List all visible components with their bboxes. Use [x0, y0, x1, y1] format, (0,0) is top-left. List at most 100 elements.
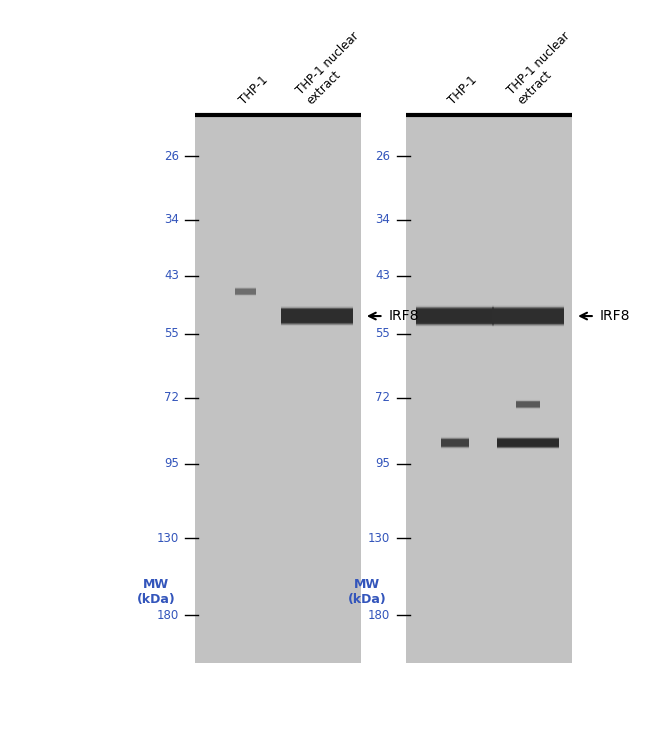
- Bar: [441, 437, 469, 448]
- Bar: [492, 310, 564, 322]
- Bar: [416, 308, 494, 325]
- Bar: [416, 308, 494, 325]
- Bar: [492, 307, 564, 325]
- Bar: [441, 438, 469, 448]
- Bar: [281, 306, 353, 326]
- Bar: [516, 402, 540, 408]
- Bar: [516, 400, 540, 408]
- Bar: [516, 399, 540, 409]
- Bar: [281, 310, 353, 322]
- Bar: [416, 310, 494, 322]
- Bar: [416, 310, 494, 322]
- Bar: [492, 306, 564, 326]
- Bar: [516, 400, 540, 409]
- Bar: [492, 310, 564, 322]
- Bar: [416, 305, 494, 328]
- Bar: [497, 436, 559, 450]
- Bar: [516, 402, 540, 408]
- Bar: [441, 437, 469, 448]
- Bar: [235, 289, 256, 294]
- Text: 34: 34: [375, 213, 390, 226]
- Bar: [416, 310, 494, 322]
- Bar: [416, 309, 494, 323]
- Bar: [497, 436, 559, 449]
- Text: 95: 95: [164, 457, 179, 471]
- Bar: [441, 439, 469, 448]
- Bar: [497, 439, 559, 447]
- Bar: [281, 308, 353, 324]
- Text: 43: 43: [164, 269, 179, 282]
- Bar: [441, 438, 469, 448]
- Bar: [281, 308, 353, 325]
- Bar: [492, 308, 564, 325]
- Bar: [516, 401, 540, 408]
- Text: 55: 55: [164, 328, 179, 340]
- Text: (kDa): (kDa): [348, 593, 387, 606]
- Bar: [235, 288, 256, 294]
- Bar: [516, 401, 540, 408]
- Text: THP-1 nuclear
extract: THP-1 nuclear extract: [294, 29, 372, 107]
- Bar: [416, 307, 494, 325]
- Bar: [516, 402, 540, 407]
- Text: 34: 34: [164, 213, 179, 226]
- Bar: [492, 310, 564, 322]
- Bar: [497, 436, 559, 449]
- Bar: [492, 309, 564, 323]
- Bar: [516, 402, 540, 408]
- Text: (kDa): (kDa): [136, 593, 176, 606]
- Bar: [441, 436, 469, 449]
- Bar: [281, 311, 353, 322]
- Bar: [281, 309, 353, 324]
- Bar: [492, 305, 564, 327]
- Bar: [492, 305, 564, 328]
- Bar: [441, 436, 469, 450]
- Bar: [497, 438, 559, 448]
- Bar: [441, 439, 469, 447]
- Text: 72: 72: [164, 391, 179, 405]
- Bar: [416, 308, 494, 324]
- Bar: [235, 288, 256, 296]
- Bar: [235, 288, 256, 295]
- Bar: [516, 400, 540, 409]
- Bar: [497, 439, 559, 447]
- Bar: [497, 439, 559, 447]
- Bar: [235, 286, 256, 296]
- Bar: [516, 401, 540, 408]
- Bar: [235, 287, 256, 296]
- Bar: [235, 287, 256, 296]
- Bar: [516, 399, 540, 410]
- Bar: [441, 436, 469, 449]
- Bar: [235, 288, 256, 295]
- Bar: [441, 439, 469, 447]
- Bar: [516, 400, 540, 409]
- Text: IRF8: IRF8: [600, 309, 630, 323]
- Bar: [492, 306, 564, 326]
- Text: THP-1: THP-1: [446, 74, 480, 107]
- Bar: [516, 399, 540, 410]
- Text: MW: MW: [143, 578, 169, 591]
- Bar: [497, 439, 559, 446]
- Text: 95: 95: [375, 457, 390, 471]
- Text: 26: 26: [164, 150, 179, 162]
- Bar: [441, 439, 469, 446]
- Bar: [416, 309, 494, 323]
- Bar: [195, 115, 361, 663]
- Bar: [281, 310, 353, 323]
- Bar: [441, 439, 469, 447]
- Bar: [497, 437, 559, 448]
- Bar: [281, 308, 353, 325]
- Text: 26: 26: [375, 150, 390, 162]
- Text: MW: MW: [354, 578, 380, 591]
- Bar: [492, 308, 564, 325]
- Bar: [441, 439, 469, 446]
- Bar: [235, 288, 256, 295]
- Bar: [235, 288, 256, 296]
- Bar: [497, 437, 559, 449]
- Bar: [497, 439, 559, 448]
- Text: THP-1: THP-1: [237, 74, 270, 107]
- Text: 130: 130: [157, 532, 179, 545]
- Bar: [441, 437, 469, 449]
- Text: 43: 43: [375, 269, 390, 282]
- Bar: [406, 115, 572, 663]
- Bar: [497, 437, 559, 448]
